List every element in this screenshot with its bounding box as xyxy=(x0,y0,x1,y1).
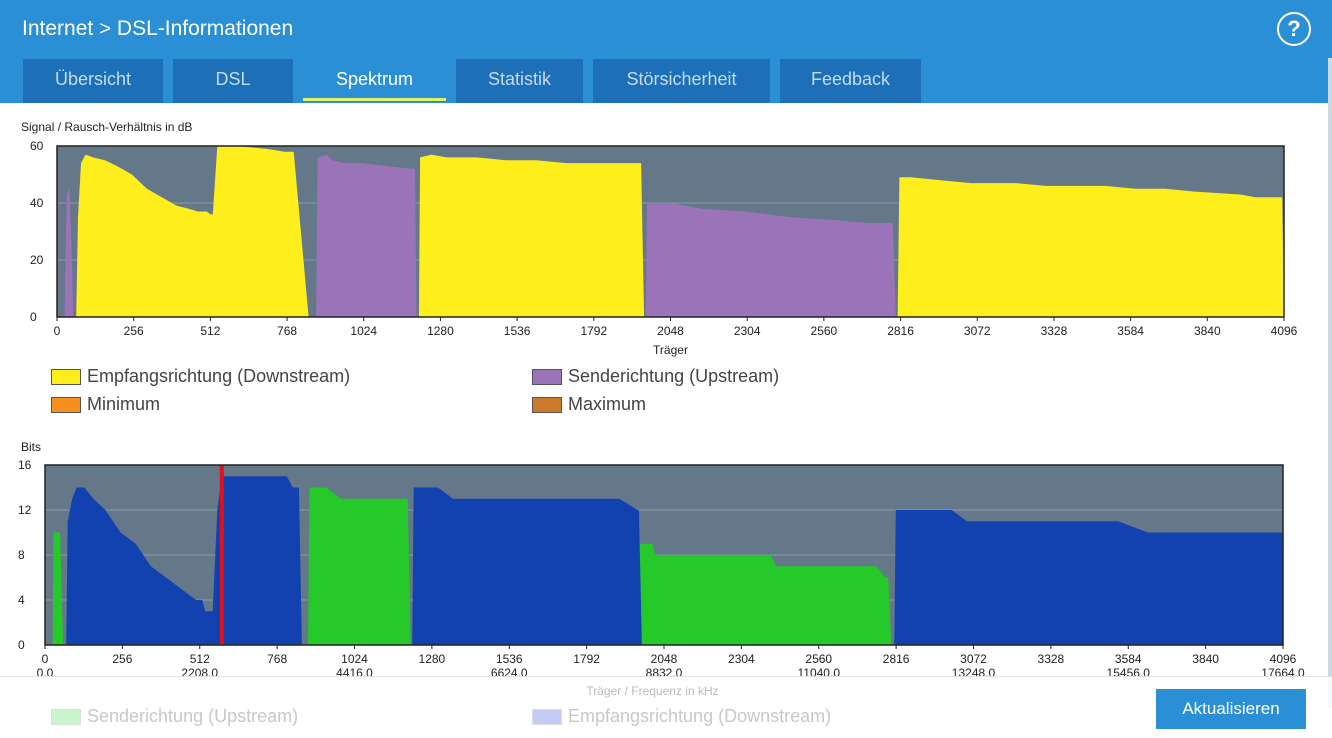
series-area xyxy=(76,146,309,317)
breadcrumb-current: DSL-Informationen xyxy=(116,17,294,40)
x-tick-label: 4096 xyxy=(1270,652,1297,666)
legend-label: Maximum xyxy=(568,394,647,414)
y-tick-label: 8 xyxy=(18,548,25,562)
snr-chart: 0 20 40 60 0 256 512 768 1024 1280 1536 1792 2048 230… xyxy=(30,139,1298,357)
x-tick-label: 2304 xyxy=(734,324,761,338)
y-tick-label: 20 xyxy=(30,253,44,267)
bits-ylabel: Bits xyxy=(21,440,42,454)
x-tick-label: 2048 xyxy=(651,652,678,666)
y-tick-label: 12 xyxy=(18,503,32,517)
series-area xyxy=(637,543,892,645)
series-area xyxy=(66,476,302,645)
x-tick-label: 1536 xyxy=(504,324,531,338)
x-tick-label: 3072 xyxy=(960,652,987,666)
x-tick-label: 256 xyxy=(124,324,144,338)
legend-snr-upstream: Senderichtung (Upstream) xyxy=(532,366,779,387)
series-area xyxy=(64,188,74,317)
tab-feedback[interactable]: Feedback xyxy=(780,59,921,103)
x-tick-label: 512 xyxy=(200,324,220,338)
tab-spektrum[interactable]: Spektrum xyxy=(303,59,446,103)
legend-swatch xyxy=(51,368,81,385)
x-tick-label: 3840 xyxy=(1194,324,1221,338)
x-tick-label: 2304 xyxy=(728,652,755,666)
y-tick-label: 16 xyxy=(18,458,32,472)
x-tick-label: 1280 xyxy=(419,652,446,666)
legend-label: Minimum xyxy=(87,394,161,414)
breadcrumb-separator: > xyxy=(99,17,111,40)
legend-label: Empfangsrichtung (Downstream) xyxy=(87,366,351,386)
x-tick-label: 2560 xyxy=(811,324,838,338)
x-tick-label: 1536 xyxy=(496,652,523,666)
y-tick-label: 0 xyxy=(30,310,37,324)
snr-ylabel: Signal / Rausch-Verhältnis in dB xyxy=(21,120,193,134)
x-tick-label: 768 xyxy=(267,652,287,666)
x-tick-label: 3328 xyxy=(1038,652,1065,666)
x-tick-label: 2816 xyxy=(887,324,914,338)
x-tick-label: 4096 xyxy=(1271,324,1298,338)
x-tick-label: 3584 xyxy=(1115,652,1142,666)
legend-swatch xyxy=(51,708,81,725)
x-tick-label: 1024 xyxy=(341,652,368,666)
x-tick-label: 256 xyxy=(112,652,132,666)
series-area xyxy=(645,203,896,317)
update-button[interactable]: Aktualisieren xyxy=(1156,689,1306,729)
marker-line xyxy=(219,465,224,645)
tab-bar: Übersicht DSL Spektrum Statistik Störsic… xyxy=(0,59,1000,103)
legend-swatch xyxy=(532,396,562,413)
series-area xyxy=(316,154,417,317)
legend-swatch xyxy=(532,708,562,725)
series-area xyxy=(412,487,642,645)
breadcrumb: Internet > DSL-Informationen xyxy=(22,17,293,41)
help-icon[interactable]: ? xyxy=(1277,12,1311,46)
x-tick-label: 3840 xyxy=(1192,652,1219,666)
legend-label: Empfangsrichtung (Downstream) xyxy=(568,706,832,726)
x-axis-label: Träger xyxy=(653,343,688,357)
x-tick-label: 0 xyxy=(54,324,61,338)
tab-stoersicherheit[interactable]: Störsicherheit xyxy=(593,59,770,103)
x-tick-label: 768 xyxy=(277,324,297,338)
legend-snr-downstream: Empfangsrichtung (Downstream) xyxy=(51,366,350,387)
legend-snr-minimum: Minimum xyxy=(51,394,160,415)
x-tick-label: 1024 xyxy=(350,324,377,338)
x-tick-label: 1792 xyxy=(573,652,600,666)
tab-statistik[interactable]: Statistik xyxy=(456,59,583,103)
series-area xyxy=(52,532,64,645)
series-area xyxy=(894,510,1283,645)
y-tick-label: 40 xyxy=(30,196,44,210)
y-tick-label: 4 xyxy=(18,593,25,607)
x-tick-label: 2816 xyxy=(883,652,910,666)
breadcrumb-parent[interactable]: Internet xyxy=(22,17,94,40)
series-area xyxy=(418,154,645,317)
x-tick-label: 2560 xyxy=(805,652,832,666)
tab-dsl[interactable]: DSL xyxy=(173,59,293,103)
legend-label: Senderichtung (Upstream) xyxy=(568,366,780,386)
legend-label: Senderichtung (Upstream) xyxy=(87,706,299,726)
x-tick-label: 3328 xyxy=(1041,324,1068,338)
scrollbar[interactable] xyxy=(1328,58,1332,708)
legend-swatch xyxy=(532,368,562,385)
bits-xlabel: Träger / Frequenz in kHz xyxy=(586,684,719,698)
y-tick-label: 60 xyxy=(30,139,44,153)
tab-uebersicht[interactable]: Übersicht xyxy=(23,59,163,103)
footer-bar xyxy=(0,676,1332,738)
x-tick-label: 2048 xyxy=(657,324,684,338)
series-area xyxy=(308,487,411,645)
y-tick-label: 0 xyxy=(18,638,25,652)
legend-snr-maximum: Maximum xyxy=(532,394,646,415)
legend-bits-upstream: Senderichtung (Upstream) xyxy=(51,706,298,727)
x-tick-label: 1792 xyxy=(580,324,607,338)
x-tick-label: 3584 xyxy=(1117,324,1144,338)
legend-bits-downstream: Empfangsrichtung (Downstream) xyxy=(532,706,831,727)
x-tick-label: 0 xyxy=(42,652,49,666)
x-tick-label: 1280 xyxy=(427,324,454,338)
x-tick-label: 512 xyxy=(190,652,210,666)
series-area xyxy=(897,177,1284,317)
x-tick-label: 3072 xyxy=(964,324,991,338)
legend-swatch xyxy=(51,396,81,413)
